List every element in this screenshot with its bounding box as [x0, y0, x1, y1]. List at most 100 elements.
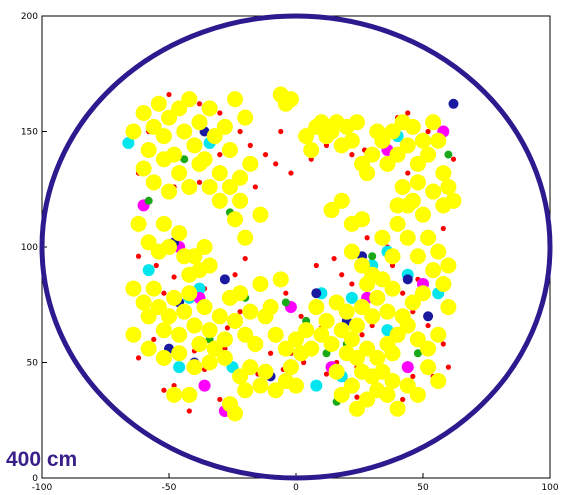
red-point [247, 142, 253, 148]
red-point [425, 322, 431, 329]
yellow-point [216, 349, 233, 366]
yellow-point [181, 178, 198, 195]
yellow-point [384, 123, 401, 140]
yellow-point [369, 382, 386, 399]
yellow-point [186, 248, 203, 265]
yellow-point [389, 146, 406, 163]
yellow-point [354, 363, 371, 380]
yellow-point [221, 141, 238, 158]
yellow-point [211, 308, 228, 325]
yellow-point [140, 234, 157, 251]
yellow-point [267, 382, 284, 399]
yellow-point [237, 326, 254, 343]
yellow-point [415, 206, 431, 223]
yellow-point [409, 386, 426, 403]
yellow-point [359, 340, 376, 357]
y-tick-label: 200 [21, 12, 38, 22]
yellow-point [155, 215, 172, 232]
yellow-point [232, 169, 249, 186]
magenta-point [198, 379, 211, 392]
yellow-point [161, 109, 177, 126]
red-point [400, 396, 406, 403]
yellow-point [409, 248, 426, 265]
yellow-point [201, 178, 218, 195]
red-point [308, 156, 314, 162]
yellow-point [161, 308, 177, 325]
red-point [400, 290, 406, 296]
red-point [262, 152, 269, 158]
yellow-point [282, 359, 299, 376]
red-point [301, 359, 307, 366]
yellow-point [333, 192, 350, 209]
yellow-point [404, 118, 421, 135]
yellow-point [440, 178, 457, 195]
yellow-point [166, 289, 183, 306]
green-point [144, 196, 153, 205]
red-point [151, 336, 157, 342]
yellow-point [272, 271, 289, 288]
yellow-point [135, 294, 152, 311]
magenta-point [401, 361, 414, 374]
yellow-point [298, 322, 315, 339]
yellow-point [379, 303, 396, 320]
yellow-point [171, 326, 188, 343]
yellow-point [430, 132, 447, 149]
yellow-point [171, 100, 188, 117]
red-point [166, 91, 172, 98]
green-point [444, 150, 453, 159]
yellow-point [308, 299, 325, 316]
yellow-point [389, 215, 406, 232]
red-point [440, 225, 446, 232]
yellow-point [359, 165, 376, 182]
yellow-point [252, 377, 269, 394]
yellow-point [425, 114, 442, 131]
blue-point [311, 288, 322, 299]
yellow-point [415, 285, 431, 302]
yellow-point [201, 257, 218, 274]
yellow-point [394, 178, 411, 195]
yellow-point [409, 331, 426, 348]
yellow-point [328, 363, 345, 380]
yellow-point [242, 303, 259, 320]
red-point [359, 332, 365, 338]
yellow-point [221, 178, 238, 195]
yellow-point [364, 146, 381, 163]
yellow-point [282, 91, 299, 108]
yellow-point [201, 100, 218, 117]
yellow-point [389, 326, 406, 343]
red-point [196, 179, 203, 185]
yellow-point [399, 137, 416, 154]
yellow-point [155, 322, 172, 339]
yellow-point [420, 340, 437, 357]
yellow-point [338, 303, 355, 320]
yellow-point [323, 202, 340, 219]
red-point [252, 184, 258, 190]
yellow-point [135, 105, 152, 122]
x-tick-label: 0 [293, 483, 299, 493]
red-point [425, 128, 431, 135]
x-tick-label: 100 [541, 483, 558, 493]
yellow-point [318, 312, 335, 329]
red-point [237, 309, 243, 315]
yellow-point [343, 243, 360, 260]
yellow-point [328, 294, 345, 311]
yellow-point [440, 299, 457, 316]
yellow-point [227, 91, 244, 108]
yellow-point [384, 280, 401, 297]
red-point [288, 170, 294, 176]
yellow-point [176, 303, 193, 320]
yellow-point [227, 405, 244, 422]
yellow-point [166, 386, 183, 403]
yellow-point [369, 349, 386, 366]
red-point [196, 101, 203, 107]
red-point [364, 235, 370, 241]
yellow-point [181, 91, 198, 108]
yellow-point [435, 275, 452, 292]
red-point [278, 128, 284, 135]
red-point [323, 371, 330, 377]
yellow-point [161, 239, 177, 255]
axis-ticks: -100 -50 0 50 100 0 50 100 150 200 [21, 12, 559, 493]
yellow-point [313, 114, 330, 131]
yellow-point [232, 285, 249, 302]
